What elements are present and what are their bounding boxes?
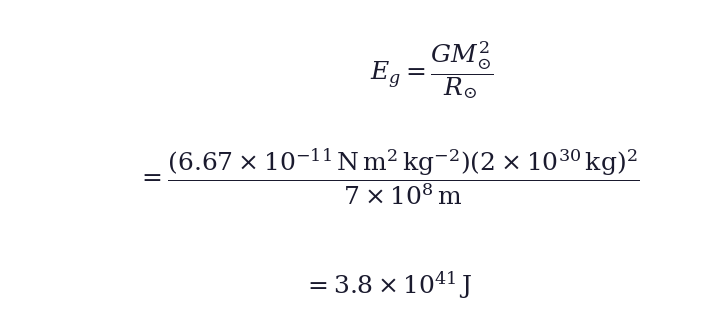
Text: $E_{g} = \dfrac{GM_{\odot}^{2}}{R_{\odot}}$: $E_{g} = \dfrac{GM_{\odot}^{2}}{R_{\odot… <box>370 39 493 101</box>
Text: $= \dfrac{(6.67 \times 10^{-11}\,\mathrm{N\,m^{2}\,kg^{-2}})(2 \times 10^{30}\,\: $= \dfrac{(6.67 \times 10^{-11}\,\mathrm… <box>137 147 640 208</box>
Text: $= 3.8 \times 10^{41}\,\mathrm{J}$: $= 3.8 \times 10^{41}\,\mathrm{J}$ <box>303 269 473 301</box>
